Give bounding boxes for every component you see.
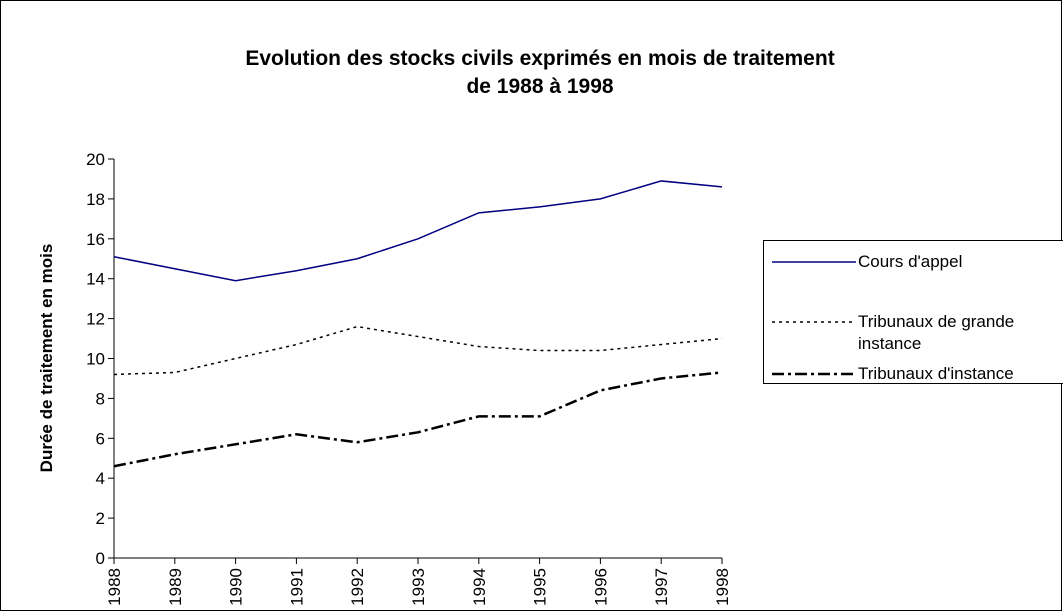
- series-line: [113, 325, 723, 376]
- y-tick-label: 2: [96, 509, 105, 528]
- y-tick-label: 12: [86, 310, 105, 329]
- legend-swatch: [772, 261, 856, 263]
- legend-item: Tribunaux d'instance: [772, 363, 1058, 385]
- y-tick-label: 6: [96, 429, 105, 448]
- x-tick-label: 1994: [470, 568, 489, 606]
- x-tick-label: 1991: [287, 568, 306, 606]
- y-axis-label: Durée de traitement en mois: [37, 244, 56, 473]
- series-line: [113, 371, 723, 468]
- x-tick-label: 1997: [652, 568, 671, 606]
- y-tick-label: 16: [86, 230, 105, 249]
- legend-swatch: [772, 372, 856, 376]
- y-tick-label: 8: [96, 389, 105, 408]
- x-tick-label: 1992: [348, 568, 367, 606]
- x-tick-label: 1993: [409, 568, 428, 606]
- y-tick-label: 4: [96, 469, 105, 488]
- y-tick-label: 0: [96, 549, 105, 568]
- x-tick-label: 1988: [105, 568, 124, 606]
- series-line: [113, 180, 723, 282]
- legend-label: Tribunaux d'instance: [858, 364, 1014, 383]
- chart-subtitle: de 1988 à 1998: [466, 75, 613, 98]
- x-tick-label: 1989: [166, 568, 185, 606]
- y-tick-label: 10: [86, 350, 105, 369]
- legend-label: Cours d'appel: [858, 252, 963, 271]
- x-tick-label: 1990: [227, 568, 246, 606]
- chart-title: Evolution des stocks civils exprimés en …: [245, 47, 834, 70]
- legend: Cours d'appel Tribunaux de grande instanc…: [763, 240, 1063, 384]
- y-tick-label: 18: [86, 190, 105, 209]
- legend-item: Cours d'appel: [772, 251, 1058, 273]
- legend-label: Tribunaux de grande instance: [858, 312, 1015, 353]
- x-tick-label: 1998: [713, 568, 732, 606]
- y-tick-label: 14: [86, 270, 105, 289]
- legend-item: Tribunaux de grande instance: [772, 311, 1058, 355]
- y-tick-label: 20: [86, 150, 105, 169]
- legend-swatch: [772, 321, 856, 323]
- x-tick-label: 1996: [591, 568, 610, 606]
- x-tick-label: 1995: [531, 568, 550, 606]
